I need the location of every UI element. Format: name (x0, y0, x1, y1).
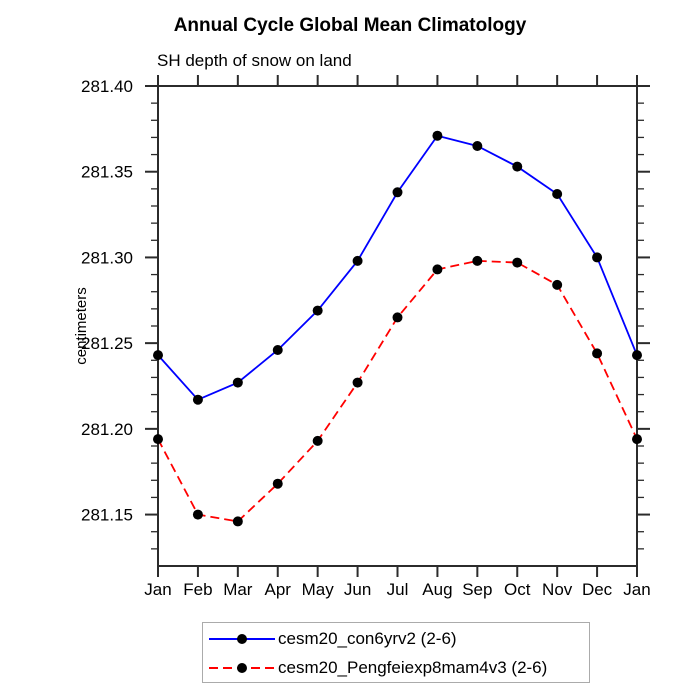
data-point-marker (153, 434, 163, 445)
data-point-marker (472, 255, 483, 266)
x-tick-label: Jul (387, 580, 409, 599)
data-point-marker (512, 161, 523, 172)
y-tick-label: 281.40 (81, 77, 133, 96)
y-axis-label: centimeters (73, 287, 90, 365)
legend-marker-dot (237, 662, 247, 673)
data-point-marker (232, 377, 243, 388)
x-tick-label: Oct (504, 580, 531, 599)
data-point-marker (352, 255, 363, 266)
series-line-1 (157, 259, 638, 523)
y-tick-label: 281.35 (81, 163, 133, 182)
x-tick-label: Jan (144, 580, 171, 599)
data-point-marker (392, 312, 403, 323)
data-point-marker (352, 377, 363, 388)
data-point-marker (472, 141, 483, 151)
data-point-marker (632, 434, 642, 445)
x-tick-label: May (302, 580, 335, 599)
data-point-marker (512, 257, 523, 268)
x-tick-label: Jan (623, 580, 650, 599)
x-tick-label: Feb (183, 580, 212, 599)
data-point-marker (272, 478, 283, 489)
x-tick-label: Aug (422, 580, 452, 599)
data-point-marker (432, 264, 443, 275)
plot-area: 281.15 281.20 281.25 281.30 281.35 281.40 Jan F… (81, 75, 651, 599)
legend-swatch-solid-line (209, 633, 275, 644)
x-tick-label: Sep (462, 580, 492, 599)
data-point-marker (632, 350, 642, 361)
legend-item: cesm20_con6yrv2 (2-6) (203, 624, 589, 653)
x-tick-label: Apr (265, 580, 292, 599)
y-tick-label: 281.20 (81, 420, 133, 439)
y-tick-label: 281.30 (81, 248, 133, 267)
data-point-marker (432, 130, 443, 141)
data-point-marker (192, 394, 203, 405)
legend: cesm20_con6yrv2 (2-6) cesm20_Pengfeiexp8m… (202, 622, 590, 683)
legend-marker-dot (237, 633, 247, 644)
data-point-marker (392, 187, 403, 198)
legend-label: cesm20_con6yrv2 (2-6) (278, 628, 457, 648)
legend-item: cesm20_Pengfeiexp8mam4v3 (2-6) (203, 653, 589, 682)
data-point-marker (312, 435, 323, 446)
data-point-marker (552, 189, 563, 199)
data-point-marker (153, 350, 163, 361)
y-tick-label: 281.15 (81, 506, 133, 525)
data-point-marker (272, 345, 283, 355)
data-point-marker (232, 516, 243, 527)
chart-title: Annual Cycle Global Mean Climatology (174, 15, 527, 36)
plot-frame (157, 85, 638, 567)
legend-swatch-dashed-line (209, 662, 275, 673)
x-tick-label: Nov (542, 580, 573, 599)
data-point-marker (192, 509, 203, 520)
data-point-marker (312, 305, 323, 316)
chart-subtitle: SH depth of snow on land (157, 51, 352, 70)
data-point-marker (552, 279, 563, 290)
x-tick-label: Mar (223, 580, 253, 599)
x-tick-label: Dec (582, 580, 613, 599)
y-tick-label: 281.25 (81, 334, 133, 353)
x-tick-label: Jun (344, 580, 371, 599)
legend-label: cesm20_Pengfeiexp8mam4v3 (2-6) (278, 657, 548, 677)
data-point-marker (592, 348, 603, 359)
series-line-0 (157, 134, 638, 401)
data-point-marker (592, 252, 603, 263)
